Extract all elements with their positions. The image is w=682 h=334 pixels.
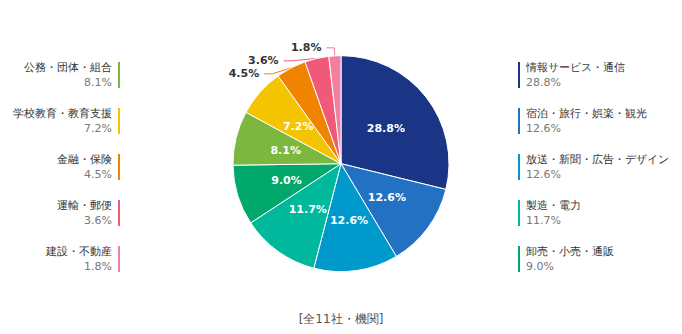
svg-text:7.2%: 7.2% (84, 122, 112, 135)
svg-text:3.6%: 3.6% (248, 54, 279, 67)
svg-text:宿泊・旅行・娯楽・観光: 宿泊・旅行・娯楽・観光 (526, 107, 647, 120)
svg-text:12.6%: 12.6% (330, 214, 368, 227)
svg-text:運輸・郵便: 運輸・郵便 (57, 199, 112, 212)
svg-text:放送・新聞・広告・デザイン: 放送・新聞・広告・デザイン (526, 153, 669, 166)
svg-text:卸売・小売・通販: 卸売・小売・通販 (526, 245, 614, 258)
svg-text:9.0%: 9.0% (271, 174, 302, 187)
svg-text:公務・団体・組合: 公務・団体・組合 (24, 61, 112, 74)
svg-text:3.6%: 3.6% (84, 214, 112, 227)
svg-text:製造・電力: 製造・電力 (526, 199, 581, 212)
svg-text:28.8%: 28.8% (367, 122, 405, 135)
svg-text:11.7%: 11.7% (289, 203, 327, 216)
svg-text:11.7%: 11.7% (526, 214, 561, 227)
svg-text:4.5%: 4.5% (229, 67, 260, 80)
svg-text:12.6%: 12.6% (368, 191, 406, 204)
svg-text:学校教育・教育支援: 学校教育・教育支援 (13, 107, 112, 120)
svg-text:金融・保険: 金融・保険 (57, 153, 112, 166)
svg-text:8.1%: 8.1% (270, 144, 301, 157)
svg-text:建設・不動産: 建設・不動産 (45, 245, 112, 258)
svg-text:情報サービス・通信: 情報サービス・通信 (525, 61, 625, 74)
svg-text:4.5%: 4.5% (84, 168, 112, 181)
svg-text:9.0%: 9.0% (526, 260, 554, 273)
svg-text:12.6%: 12.6% (526, 122, 561, 135)
svg-text:1.8%: 1.8% (291, 41, 322, 54)
svg-text:8.1%: 8.1% (84, 76, 112, 89)
svg-text:1.8%: 1.8% (84, 260, 112, 273)
svg-text:12.6%: 12.6% (526, 168, 561, 181)
svg-text:28.8%: 28.8% (526, 76, 561, 89)
svg-text:[全11社・機関]: [全11社・機関] (299, 312, 384, 326)
svg-text:7.2%: 7.2% (283, 120, 314, 133)
